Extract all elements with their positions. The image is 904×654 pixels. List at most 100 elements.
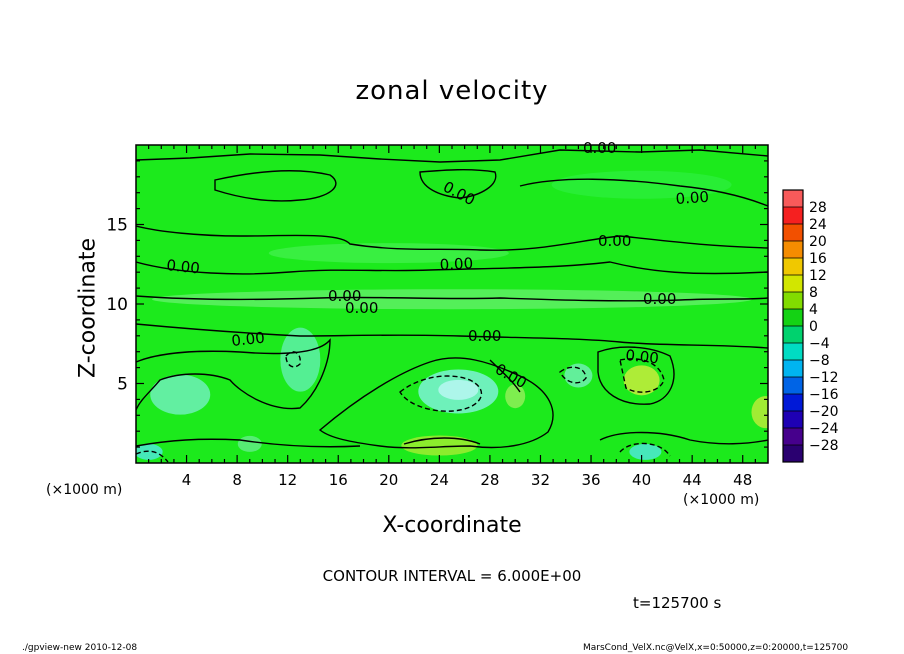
field-patch (505, 384, 526, 409)
field-patch (438, 379, 479, 400)
contour-line (619, 358, 665, 393)
field-patch (152, 289, 752, 310)
contour-line (419, 168, 497, 199)
y-tick-label: 15 (106, 216, 128, 236)
field-patch (551, 170, 732, 199)
contour-line (619, 442, 671, 457)
colorbar-swatch (783, 360, 803, 378)
colorbar-label: 0 (809, 319, 818, 335)
contour-line (318, 357, 554, 449)
y-axis-label: Z-coordinate (75, 238, 101, 378)
contour-label: 0.00 (625, 346, 660, 367)
x-tick-label: 8 (232, 471, 242, 489)
colorbar-swatch (783, 394, 803, 412)
colorbar-swatch (783, 190, 803, 208)
colorbar-swatch (783, 207, 803, 225)
colorbar-swatch (783, 445, 803, 462)
contour-label: 0.00 (598, 232, 631, 250)
field-patch (751, 396, 768, 429)
colorbar-label: 12 (809, 268, 827, 284)
footer-program-date: ./gpview-new 2010-12-08 (22, 643, 138, 653)
y-axis-ticks: 5 10 15 (106, 160, 768, 448)
contour-label: 0.00 (166, 256, 201, 277)
colorbar-label: 16 (809, 251, 827, 267)
y-tick-label: 5 (117, 375, 128, 395)
contour-label: 0.00 (328, 287, 361, 305)
colorbar-label: 20 (809, 234, 827, 250)
colorbar-label: −20 (809, 404, 839, 420)
colorbar-label: 28 (809, 200, 827, 216)
colorbar-swatch (783, 326, 803, 344)
contour-line (214, 170, 337, 202)
colorbar-swatch (783, 292, 803, 310)
x-tick-label: 40 (632, 471, 651, 489)
colorbar-label: −8 (809, 353, 830, 369)
x-tick-label: 12 (278, 471, 297, 489)
colorbar-swatch (783, 377, 803, 395)
contour-label: 0.00 (345, 299, 378, 317)
contour-line (559, 366, 587, 384)
time-label: t=125700 s (633, 594, 722, 612)
x-unit-label-right: (×1000 m) (683, 492, 760, 508)
colorbar-swatch (783, 275, 803, 293)
contour-line (136, 438, 361, 448)
field-patch (629, 443, 662, 460)
x-axis-label: X-coordinate (382, 513, 522, 538)
colorbar-swatch (783, 343, 803, 361)
y-tick-label: 10 (106, 295, 128, 315)
contour-line (597, 346, 675, 405)
x-tick-label: 32 (531, 471, 550, 489)
colorbar-label: −12 (809, 370, 839, 386)
contour-line (489, 359, 521, 393)
x-unit-label-left: (×1000 m) (46, 482, 123, 498)
field-patch (136, 443, 163, 460)
contour-line (285, 351, 301, 368)
colorbar-swatch (783, 411, 803, 429)
field-patch (150, 374, 211, 415)
x-tick-label: 44 (683, 471, 702, 489)
contour-interval-note: CONTOUR INTERVAL = 6.000E+00 (322, 567, 582, 585)
contour-label: 0.00 (583, 139, 616, 157)
x-tick-label: 16 (329, 471, 348, 489)
chart-title: zonal velocity (355, 76, 549, 106)
footer-source: MarsCond_VelX.nc@VelX,x=0:50000,z=0:2000… (583, 643, 849, 653)
contour-line (136, 261, 768, 275)
contour-label: 0.00 (643, 290, 676, 308)
contour-line (136, 338, 331, 411)
colorbar-swatch (783, 258, 803, 276)
contour-label: 0.00 (675, 188, 710, 208)
x-tick-label: 24 (430, 471, 449, 489)
colorbar-label: −24 (809, 421, 839, 437)
colorbar-label: 24 (809, 217, 827, 233)
contour-line (403, 437, 481, 445)
field-patch (237, 435, 262, 452)
colorbar-swatch (783, 309, 803, 327)
x-tick-label: 4 (182, 471, 192, 489)
x-tick-label: 28 (480, 471, 499, 489)
colorbar-label: 8 (809, 285, 818, 301)
colorbar-label: 4 (809, 302, 818, 318)
colorbar-swatch (783, 428, 803, 446)
colorbar-swatch (783, 224, 803, 242)
field-patch (623, 365, 660, 396)
contour-label: 0.00 (468, 327, 501, 345)
contour-label: 0.00 (231, 329, 266, 350)
x-axis-ticks: 4 8 12 16 20 24 28 32 36 40 44 48 (148, 145, 756, 489)
contour-line (136, 149, 768, 163)
x-tick-label: 36 (581, 471, 600, 489)
colorbar-label: −4 (809, 336, 830, 352)
field-patch (268, 243, 509, 264)
contour-line (136, 225, 768, 251)
contour-line (599, 431, 768, 445)
contour-labels: 0.000.00 0.000.000.00 0.000.00 0.000.00 0.00… (166, 139, 710, 392)
contour-label: 0.00 (439, 254, 473, 274)
x-tick-label: 20 (379, 471, 398, 489)
contour-line (136, 295, 768, 302)
contour-line (136, 450, 169, 463)
contour-lines (136, 149, 768, 463)
contour-line (519, 178, 768, 207)
x-tick-label: 48 (733, 471, 752, 489)
